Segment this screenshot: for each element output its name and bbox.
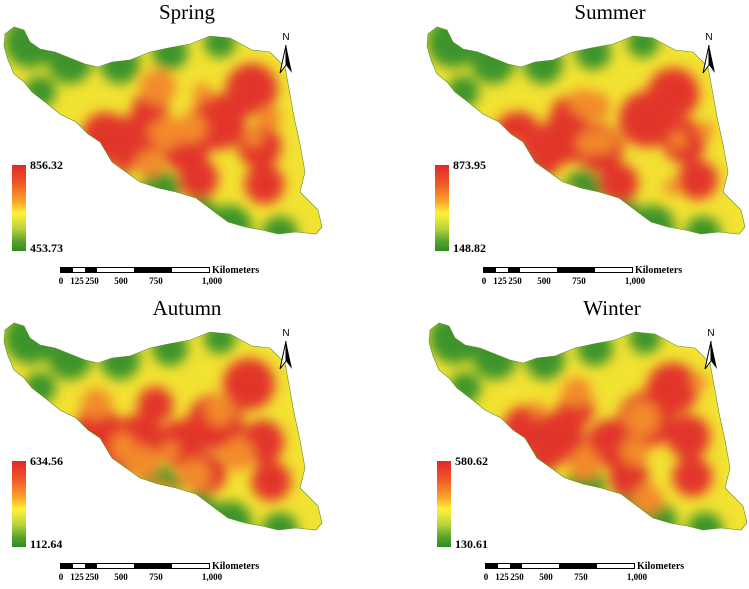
scale-bar — [60, 563, 210, 569]
scale-tick-label: 750 — [149, 572, 163, 582]
scale-tick-label: 0 — [481, 276, 487, 286]
season-map-panel-summer: Summer N 873.95 148.82 Kilometers 0 125 25… — [423, 0, 749, 293]
north-arrow-icon: N — [276, 32, 296, 78]
legend-min-value: 453.73 — [30, 241, 63, 255]
scale-bar — [483, 267, 633, 273]
north-label: N — [282, 328, 290, 339]
scale-tick-label: 750 — [574, 572, 588, 582]
scale-tick-label: 1,000 — [201, 572, 223, 582]
season-map-panel-autumn: Autumn N 634.56 112.64 Kilometers 0 125 25… — [0, 296, 374, 589]
scale-unit-label: Kilometers — [635, 265, 683, 276]
legend-color-ramp — [12, 461, 26, 547]
scale-bar — [60, 267, 210, 273]
scale-tick-label: 250 — [85, 572, 99, 582]
panel-title: Spring — [158, 0, 215, 24]
scale-tick-label: 500 — [114, 276, 128, 286]
north-label: N — [707, 328, 715, 339]
legend-max-value: 873.95 — [453, 158, 486, 172]
season-map-panel-spring: Spring N 856.32 453.73 Kilometers 0 125 25… — [0, 0, 374, 293]
north-label: N — [282, 32, 290, 43]
legend-color-ramp — [435, 165, 449, 251]
legend-min-value: 112.64 — [30, 537, 63, 551]
scale-tick-label: 0 — [483, 572, 489, 582]
scale-bar — [485, 563, 635, 569]
scale-tick-label: 0 — [58, 572, 64, 582]
north-arrow-icon: N — [701, 328, 721, 374]
choropleth-map — [3, 26, 323, 235]
panel-title: Summer — [574, 0, 646, 24]
scale-tick-label: 0 — [58, 276, 64, 286]
scale-tick-label: 500 — [114, 572, 128, 582]
legend-color-ramp — [12, 165, 26, 251]
scale-unit-label: Kilometers — [637, 561, 685, 572]
panel-title: Autumn — [152, 296, 222, 320]
scale-tick-label: 750 — [149, 276, 163, 286]
legend-min-value: 130.61 — [455, 537, 488, 551]
scale-unit-label: Kilometers — [212, 561, 260, 572]
scale-tick-label: 125 — [70, 276, 84, 286]
scale-tick-label: 750 — [572, 276, 586, 286]
scale-tick-label: 125 — [495, 572, 509, 582]
choropleth-map — [3, 322, 323, 531]
choropleth-map — [428, 322, 748, 531]
scale-tick-label: 250 — [510, 572, 524, 582]
scale-tick-label: 500 — [537, 276, 551, 286]
legend-color-ramp — [437, 461, 451, 547]
scale-tick-label: 1,000 — [626, 572, 648, 582]
scale-tick-label: 250 — [85, 276, 99, 286]
choropleth-map — [426, 26, 746, 235]
scale-tick-label: 1,000 — [624, 276, 646, 286]
legend-max-value: 856.32 — [30, 158, 63, 172]
north-arrow-icon: N — [276, 328, 296, 374]
scale-unit-label: Kilometers — [212, 265, 260, 276]
scale-tick-label: 250 — [508, 276, 522, 286]
scale-tick-label: 500 — [539, 572, 553, 582]
scale-tick-label: 125 — [493, 276, 507, 286]
season-map-panel-winter: Winter N 580.62 130.61 Kilometers 0 125 25… — [425, 296, 749, 589]
scale-tick-label: 125 — [70, 572, 84, 582]
legend-max-value: 634.56 — [30, 454, 63, 468]
panel-title: Winter — [583, 296, 641, 320]
north-label: N — [705, 32, 713, 43]
legend-max-value: 580.62 — [455, 454, 488, 468]
scale-tick-label: 1,000 — [201, 276, 223, 286]
legend-min-value: 148.82 — [453, 241, 486, 255]
north-arrow-icon: N — [699, 32, 719, 78]
